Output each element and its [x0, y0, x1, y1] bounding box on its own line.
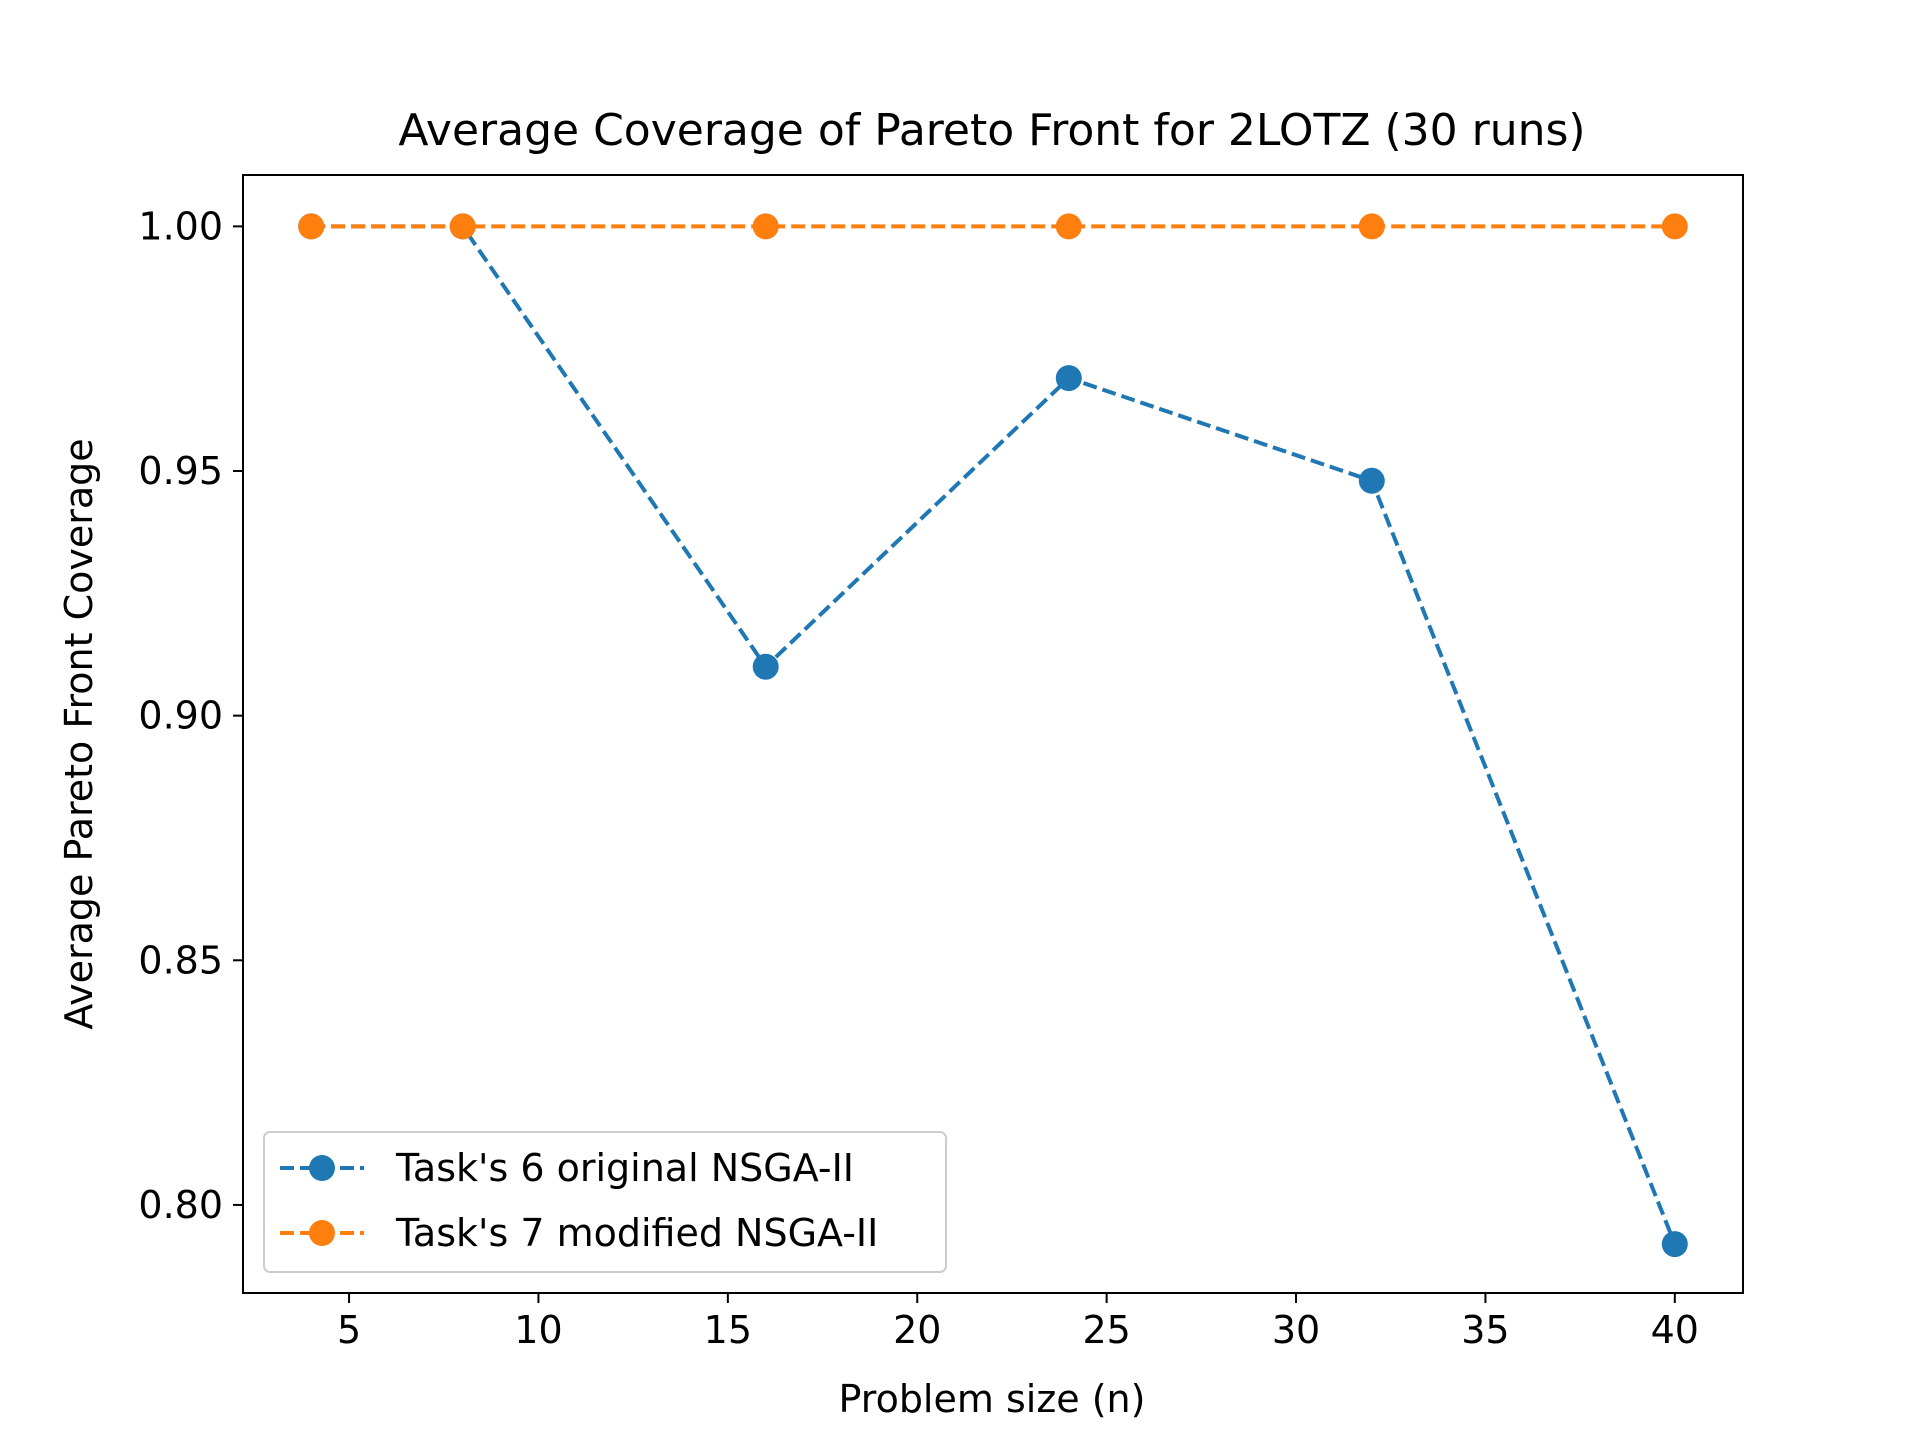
- y-tick-label-3: 0.95: [138, 449, 223, 493]
- x-tick-label-2: 15: [704, 1308, 752, 1352]
- legend-label-0: Task's 6 original NSGA-II: [395, 1146, 854, 1190]
- legend-box: [263, 1131, 947, 1273]
- x-tick-label-4: 25: [1082, 1308, 1130, 1352]
- legend-marker-0: [309, 1155, 335, 1181]
- y-axis-label: Average Pareto Front Coverage: [57, 438, 101, 1029]
- series-1-point-4: [1358, 213, 1385, 240]
- series-1-point-1: [449, 213, 476, 240]
- chart-title: Average Coverage of Pareto Front for 2LO…: [398, 105, 1585, 156]
- x-tick-label-0: 5: [337, 1308, 361, 1352]
- y-axis: 0.80 0.85 0.90 0.95 1.00: [138, 204, 243, 1227]
- series-0-point-5: [1661, 1231, 1688, 1258]
- x-axis: 5 10 15 20 25 30 35 40: [337, 1293, 1699, 1352]
- series-layer: [298, 213, 1688, 1258]
- y-tick-label-0: 0.80: [138, 1183, 223, 1227]
- plot-frame: [242, 174, 1744, 1294]
- legend-marker-1: [309, 1220, 335, 1246]
- x-axis-label: Problem size (n): [839, 1377, 1146, 1421]
- legend: Task's 6 original NSGA-II Task's 7 modif…: [263, 1131, 947, 1273]
- series-line-0: [311, 224, 1677, 1245]
- series-1-point-0: [298, 213, 325, 240]
- legend-label-1: Task's 7 modified NSGA-II: [395, 1211, 878, 1255]
- x-tick-label-3: 20: [893, 1308, 941, 1352]
- series-1-point-2: [752, 213, 779, 240]
- series-1-point-5: [1661, 213, 1688, 240]
- y-tick-label-2: 0.90: [138, 694, 223, 738]
- x-tick-label-5: 30: [1272, 1308, 1320, 1352]
- x-tick-label-6: 35: [1461, 1308, 1509, 1352]
- series-1-point-3: [1055, 213, 1082, 240]
- y-tick-label-4: 1.00: [138, 204, 223, 248]
- x-tick-label-7: 40: [1651, 1308, 1699, 1352]
- series-0-point-4: [1358, 467, 1385, 494]
- y-tick-label-1: 0.85: [138, 938, 223, 982]
- series-0-point-2: [752, 653, 779, 680]
- x-tick-label-1: 10: [514, 1308, 562, 1352]
- series-0-point-3: [1055, 365, 1082, 392]
